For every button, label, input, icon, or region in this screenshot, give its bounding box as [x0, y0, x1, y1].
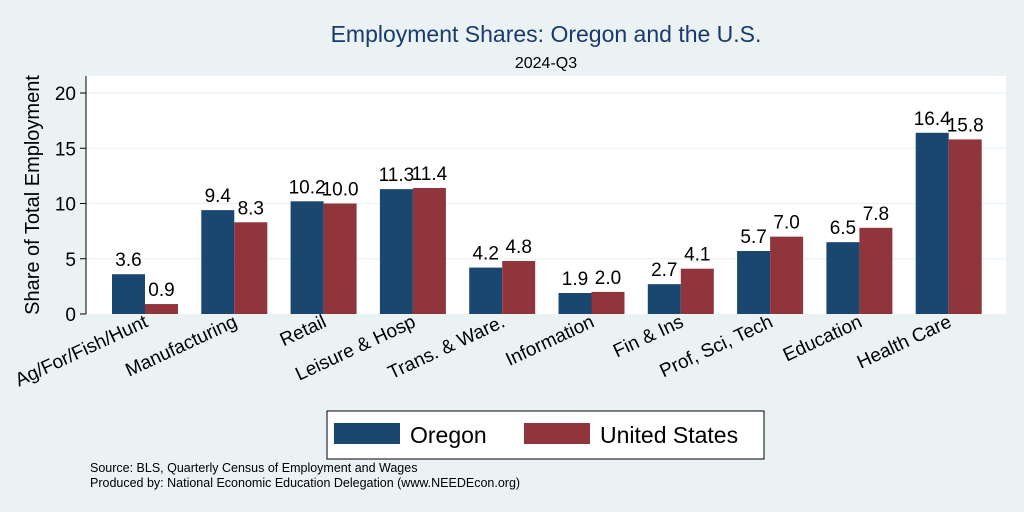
- bar-oregon-education: [826, 242, 860, 314]
- data-label-united-states-trans-ware: 4.8: [505, 237, 531, 258]
- data-label-oregon-leisure-hosp: 11.3: [379, 165, 415, 186]
- y-tick-label-20: 20: [55, 84, 76, 105]
- bar-oregon-retail: [290, 201, 324, 314]
- producer-note: Produced by: National Economic Education…: [90, 476, 520, 490]
- data-label-oregon-education: 6.5: [830, 218, 856, 239]
- bar-oregon-health-care: [915, 132, 949, 314]
- data-label-oregon-information: 1.9: [562, 269, 588, 290]
- bar-oregon-trans-ware: [469, 267, 503, 314]
- legend-swatch-united-states: [524, 423, 590, 444]
- bar-united-states-prof-sci-tech: [770, 236, 804, 314]
- y-tick-label-0: 0: [65, 305, 76, 326]
- legend: Oregon United States: [326, 410, 765, 460]
- data-label-united-states-leisure-hosp: 11.4: [412, 164, 448, 185]
- bar-united-states-trans-ware: [502, 260, 536, 314]
- bar-oregon-prof-sci-tech: [737, 251, 771, 314]
- data-label-united-states-fin-ins: 4.1: [684, 245, 710, 266]
- data-label-united-states-education: 7.8: [863, 204, 889, 225]
- bar-united-states-retail: [323, 203, 357, 314]
- chart-title: Employment Shares: Oregon and the U.S.: [331, 21, 762, 47]
- data-label-united-states-prof-sci-tech: 7.0: [773, 213, 799, 234]
- bar-oregon-ag-for-fish-hunt: [112, 274, 145, 314]
- y-tick-label-10: 10: [55, 195, 76, 216]
- data-label-united-states-ag-for-fish-hunt: 0.9: [148, 280, 174, 301]
- data-label-oregon-retail: 10.2: [289, 177, 326, 198]
- legend-label-united-states: United States: [600, 422, 738, 448]
- y-tick-label-15: 15: [55, 139, 76, 160]
- legend-label-oregon: Oregon: [410, 422, 487, 448]
- bar-united-states-manufacturing: [234, 222, 268, 314]
- y-tick-label-5: 5: [65, 250, 76, 271]
- data-label-oregon-fin-ins: 2.7: [651, 260, 677, 281]
- source-note: Source: BLS, Quarterly Census of Employm…: [90, 461, 417, 475]
- data-label-united-states-retail: 10.0: [322, 180, 359, 201]
- data-label-oregon-ag-for-fish-hunt: 3.6: [115, 250, 141, 271]
- bar-oregon-manufacturing: [201, 210, 235, 314]
- legend-swatch-oregon: [334, 423, 400, 444]
- bar-united-states-education: [859, 227, 893, 314]
- data-labels: 3.6 0.9 9.4 8.3 10.210.0 11.311.4 4.2 4.8 1.9 2.0…: [115, 109, 983, 301]
- bar-oregon-fin-ins: [647, 284, 681, 314]
- bars: [112, 132, 982, 314]
- bar-oregon-information: [558, 293, 592, 314]
- data-label-united-states-health-care: 15.8: [947, 115, 984, 136]
- chart-subtitle: 2024-Q3: [515, 55, 577, 72]
- data-label-united-states-information: 2.0: [595, 268, 621, 289]
- bar-oregon-leisure-hosp: [379, 189, 413, 314]
- y-axis-label: Share of Total Employment: [22, 75, 44, 315]
- bar-united-states-health-care: [948, 139, 982, 314]
- bar-united-states-information: [591, 291, 625, 314]
- data-label-united-states-manufacturing: 8.3: [238, 198, 264, 219]
- data-label-oregon-manufacturing: 9.4: [205, 186, 232, 207]
- data-label-oregon-prof-sci-tech: 5.7: [740, 227, 766, 248]
- bar-united-states-fin-ins: [680, 268, 714, 314]
- data-label-oregon-health-care: 16.4: [914, 109, 951, 130]
- bar-united-states-leisure-hosp: [412, 188, 446, 314]
- bar-united-states-ag-for-fish-hunt: [145, 304, 178, 314]
- data-label-oregon-trans-ware: 4.2: [472, 244, 498, 265]
- y-axis: 0 5 10 15 20: [55, 76, 87, 326]
